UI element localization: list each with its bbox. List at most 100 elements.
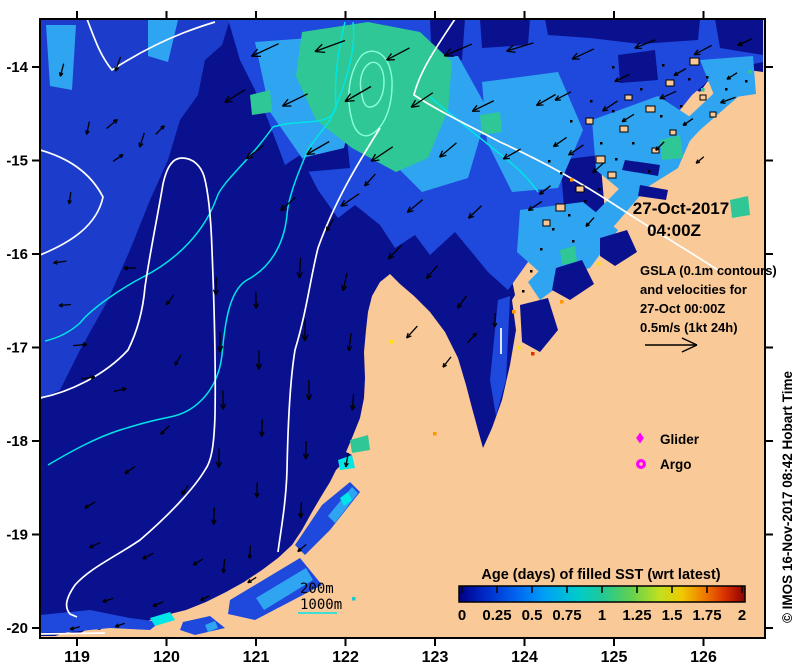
velocity-arrow-head bbox=[471, 104, 478, 112]
velocity-arrow bbox=[248, 545, 252, 559]
velocity-arrow-head bbox=[258, 363, 263, 370]
map-frame bbox=[39, 18, 766, 639]
age-speck bbox=[597, 262, 601, 266]
islet-dot bbox=[522, 290, 525, 293]
velocity-arrow-head bbox=[506, 50, 516, 53]
velocity-arrow-head bbox=[411, 105, 420, 108]
islet-dot bbox=[615, 158, 618, 161]
islet-dot bbox=[688, 78, 691, 81]
colorbar-tick-label: 2 bbox=[738, 607, 746, 624]
velocity-arrow bbox=[89, 541, 101, 549]
velocity-arrow bbox=[124, 466, 136, 474]
islet-dot bbox=[548, 160, 551, 163]
sst-age-patch bbox=[46, 25, 76, 90]
velocity-arrow-head bbox=[255, 363, 260, 370]
velocity-arrow-head bbox=[386, 53, 393, 61]
velocity-arrow-head bbox=[219, 403, 224, 410]
velocity-arrow-head bbox=[406, 335, 412, 339]
velocity-arrow bbox=[348, 332, 352, 352]
velocity-arrow bbox=[70, 626, 80, 630]
velocity-arrow-head bbox=[554, 95, 560, 101]
bathymetry-contour-line bbox=[47, 21, 355, 466]
gsla-contour-line bbox=[40, 632, 106, 635]
velocity-arrow-head bbox=[426, 275, 432, 280]
gsla-contour-line bbox=[86, 19, 216, 72]
velocity-arrow bbox=[113, 388, 127, 392]
age-speck bbox=[531, 352, 535, 356]
lat-label: -16 bbox=[6, 246, 28, 263]
velocity-arrow-head bbox=[535, 99, 542, 106]
velocity-arrow-head bbox=[348, 345, 353, 352]
velocity-arrow-head bbox=[592, 170, 598, 174]
sst-age-patch bbox=[490, 296, 510, 416]
velocity-arrow-head bbox=[58, 304, 64, 308]
velocity-arrow-head bbox=[123, 267, 128, 271]
colorbar-tick-label: 1 bbox=[598, 607, 606, 624]
velocity-arrow-head bbox=[301, 334, 306, 342]
velocity-arrow bbox=[213, 507, 215, 525]
velocity-arrow-head bbox=[388, 256, 395, 260]
velocity-arrow bbox=[585, 217, 595, 227]
velocity-arrow bbox=[340, 193, 360, 207]
velocity-arrow-head bbox=[528, 209, 534, 212]
velocity-arrow bbox=[298, 257, 302, 279]
depth-legend: 200m 1000m bbox=[298, 581, 342, 614]
island bbox=[665, 79, 675, 87]
velocity-arrow-head bbox=[308, 393, 313, 401]
velocity-arrow-head bbox=[602, 109, 609, 112]
islet-dot bbox=[648, 170, 651, 173]
gsla-closed-contour-line bbox=[348, 50, 393, 137]
velocity-arrow-head bbox=[552, 141, 557, 147]
velocity-arrow bbox=[506, 42, 534, 52]
imos-watermark: © IMOS 16-Nov-2017 08:42 Hobart Time bbox=[780, 370, 795, 623]
velocity-arrow-head bbox=[340, 204, 348, 207]
velocity-arrow bbox=[344, 85, 372, 103]
velocity-arrow-head bbox=[215, 461, 220, 468]
velocity-arrow bbox=[251, 43, 279, 57]
islet-dot bbox=[568, 214, 571, 217]
velocity-arrow-head bbox=[304, 334, 309, 342]
velocity-arrow bbox=[386, 47, 410, 61]
lon-label: 121 bbox=[243, 649, 270, 666]
velocity-arrow bbox=[442, 356, 452, 368]
gsla-line1: GSLA (0.1m contours) bbox=[640, 263, 777, 278]
velocity-arrow-head bbox=[344, 93, 352, 102]
velocity-arrow-head bbox=[506, 44, 514, 52]
glider-diamond-icon bbox=[636, 432, 644, 444]
velocity-arrow-head bbox=[280, 208, 287, 212]
velocity-arrow-head bbox=[567, 149, 573, 156]
gsla-contour-line bbox=[413, 19, 719, 271]
velocity-arrow bbox=[215, 276, 217, 296]
velocity-arrow bbox=[528, 200, 542, 212]
velocity-arrow bbox=[72, 343, 88, 347]
velocity-arrow-head bbox=[439, 154, 447, 158]
velocity-arrow bbox=[192, 558, 204, 566]
velocity-arrow bbox=[342, 273, 348, 291]
velocity-arrow-head bbox=[364, 180, 367, 187]
velocity-arrow-head bbox=[345, 462, 349, 468]
velocity-arrow bbox=[468, 205, 482, 219]
colorbar-tick-label: 0 bbox=[458, 607, 466, 624]
velocity-arrow bbox=[426, 265, 438, 279]
colorbar-tick-labels: 0 0.25 0.5 0.75 1 1.25 1.5 1.75 2 bbox=[458, 607, 746, 624]
sst-age-patch bbox=[480, 112, 502, 135]
velocity-arrow-head bbox=[86, 130, 90, 135]
velocity-arrow-head bbox=[90, 375, 96, 378]
velocity-arrow-head bbox=[222, 403, 227, 410]
velocity-arrow-head bbox=[737, 41, 742, 46]
velocity-arrow-head bbox=[407, 210, 414, 214]
velocity-arrow-head bbox=[571, 52, 578, 60]
velocity-arrow-head bbox=[246, 156, 254, 160]
velocity-arrow-head bbox=[213, 519, 217, 525]
velocity-arrow-head bbox=[314, 50, 326, 54]
velocity-arrow-head bbox=[681, 337, 698, 346]
velocity-arrow-head bbox=[245, 152, 251, 160]
islet-dot bbox=[584, 200, 587, 203]
depth-1000m-label: 1000m bbox=[300, 597, 342, 613]
island bbox=[585, 117, 594, 125]
velocity-arrow-head bbox=[258, 431, 263, 437]
velocity-arrow-head bbox=[659, 93, 665, 100]
velocity-arrow-head bbox=[406, 332, 409, 339]
lat-label: -17 bbox=[6, 340, 28, 357]
